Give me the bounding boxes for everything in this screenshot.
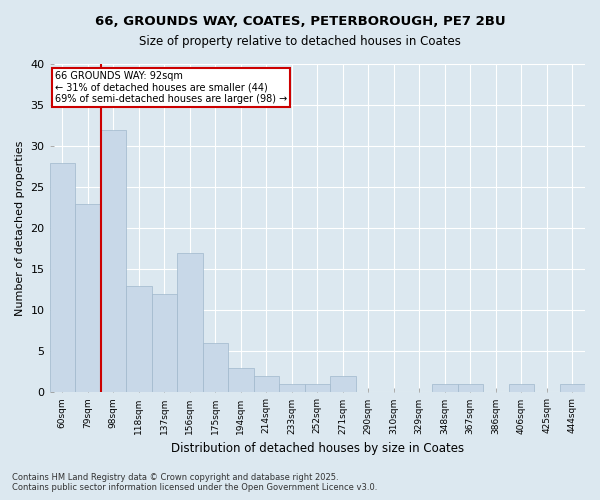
Bar <box>458 384 483 392</box>
Bar <box>126 286 152 393</box>
Bar <box>560 384 585 392</box>
Text: 66 GROUNDS WAY: 92sqm
← 31% of detached houses are smaller (44)
69% of semi-deta: 66 GROUNDS WAY: 92sqm ← 31% of detached … <box>55 70 287 104</box>
Bar <box>330 376 356 392</box>
Bar <box>203 343 228 392</box>
Text: Size of property relative to detached houses in Coates: Size of property relative to detached ho… <box>139 35 461 48</box>
Bar <box>432 384 458 392</box>
Bar <box>254 376 279 392</box>
Text: Contains HM Land Registry data © Crown copyright and database right 2025.
Contai: Contains HM Land Registry data © Crown c… <box>12 473 377 492</box>
Bar <box>228 368 254 392</box>
Bar <box>50 162 75 392</box>
Bar <box>152 294 177 392</box>
Bar <box>75 204 101 392</box>
Text: 66, GROUNDS WAY, COATES, PETERBOROUGH, PE7 2BU: 66, GROUNDS WAY, COATES, PETERBOROUGH, P… <box>95 15 505 28</box>
Bar <box>279 384 305 392</box>
Bar <box>509 384 534 392</box>
Bar <box>305 384 330 392</box>
Y-axis label: Number of detached properties: Number of detached properties <box>15 140 25 316</box>
X-axis label: Distribution of detached houses by size in Coates: Distribution of detached houses by size … <box>171 442 464 455</box>
Bar <box>177 253 203 392</box>
Bar <box>101 130 126 392</box>
